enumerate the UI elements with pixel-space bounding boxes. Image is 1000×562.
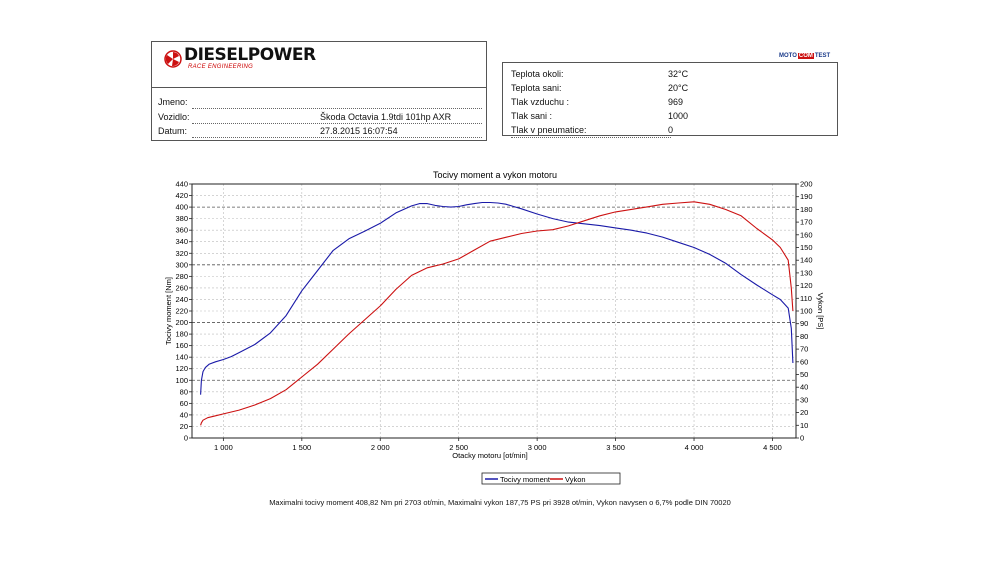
y-right-tick-label: 10 — [800, 421, 808, 430]
condition-value: 969 — [668, 97, 684, 107]
condition-label: Teplota okoli: — [511, 69, 564, 79]
tlak-dotline — [511, 137, 671, 138]
y-right-tick-label: 200 — [800, 180, 813, 189]
legend: Tocivy moment Vykon — [481, 472, 621, 485]
y-right-tick-label: 170 — [800, 218, 813, 227]
x-axis-label: Otacky motoru [ot/min] — [452, 451, 527, 460]
tick-layer: 0204060801001201401601802002202402602803… — [175, 180, 812, 453]
y-right-tick-label: 70 — [800, 345, 808, 354]
vozidlo-value: Škoda Octavia 1.9tdi 101hp AXR — [320, 112, 452, 122]
condition-label: Tlak v pneumatice: — [511, 125, 587, 135]
y-left-tick-label: 240 — [175, 295, 188, 304]
y-left-tick-label: 300 — [175, 260, 188, 269]
y-left-tick-label: 400 — [175, 203, 188, 212]
y-left-tick-label: 280 — [175, 272, 188, 281]
condition-value: 0 — [668, 125, 674, 135]
badge-part-moto: MOTO — [779, 53, 797, 59]
x-tick-label: 1 000 — [214, 443, 233, 452]
chart-title: Tocivy moment a vykon motoru — [433, 170, 557, 180]
y-right-tick-label: 190 — [800, 192, 813, 201]
y-left-tick-label: 360 — [175, 226, 188, 235]
y-left-tick-label: 80 — [180, 387, 188, 396]
y-right-tick-label: 90 — [800, 319, 808, 328]
torque-curve — [200, 201, 794, 395]
condition-value: 32°C — [668, 69, 689, 79]
vehicle-info-box: Jmeno: Vozidlo: Škoda Octavia 1.9tdi 101… — [151, 87, 487, 141]
brand-subtitle: RACE ENGINEERING — [188, 64, 254, 70]
y-left-tick-label: 420 — [175, 191, 188, 200]
x-tick-label: 4 000 — [685, 443, 704, 452]
y-left-tick-label: 40 — [180, 410, 188, 419]
x-tick-label: 2 000 — [371, 443, 390, 452]
y-right-tick-label: 100 — [800, 307, 813, 316]
y-right-tick-label: 180 — [800, 205, 813, 214]
y-left-tick-label: 320 — [175, 249, 188, 258]
y-left-tick-label: 380 — [175, 214, 188, 223]
y-right-tick-label: 80 — [800, 332, 808, 341]
x-tick-label: 1 500 — [292, 443, 311, 452]
x-tick-label: 2 500 — [449, 443, 468, 452]
y-right-tick-label: 120 — [800, 281, 813, 290]
grid-layer — [192, 183, 796, 439]
condition-value: 1000 — [668, 111, 689, 121]
series-layer — [200, 201, 794, 426]
y-right-tick-label: 130 — [800, 268, 813, 277]
motocom-badge: MOTO COM TEST — [778, 53, 831, 59]
brand-name: DIESELPOWER — [184, 45, 316, 65]
y-left-tick-label: 100 — [175, 376, 188, 385]
datum-dotline — [192, 137, 482, 138]
datum-value: 27.8.2015 16:07:54 — [320, 126, 398, 136]
y-left-tick-label: 180 — [175, 330, 188, 339]
y-right-tick-label: 30 — [800, 395, 808, 404]
x-tick-label: 3 000 — [528, 443, 547, 452]
condition-label: Tlak vzduchu : — [511, 97, 570, 107]
jmeno-label: Jmeno: — [158, 97, 188, 107]
condition-label: Teplota sani: — [511, 83, 562, 93]
y-left-tick-label: 20 — [180, 422, 188, 431]
y-left-tick-label: 220 — [175, 307, 188, 316]
x-tick-label: 3 500 — [606, 443, 625, 452]
y-left-tick-label: 0 — [184, 434, 188, 443]
y-left-tick-label: 120 — [175, 364, 188, 373]
y-right-tick-label: 160 — [800, 230, 813, 239]
badge-part-com: COM — [797, 53, 814, 59]
logo-box: DIESELPOWER RACE ENGINEERING — [151, 41, 487, 89]
condition-label: Tlak sani : — [511, 111, 553, 121]
y-right-tick-label: 50 — [800, 370, 808, 379]
conditions-box: Teplota okoli: 32°C Teplota sani: 20°C T… — [502, 62, 838, 138]
legend-label-power: Vykon — [565, 475, 586, 484]
y-right-tick-label: 60 — [800, 357, 808, 366]
vozidlo-label: Vozidlo: — [158, 112, 190, 122]
y-left-tick-label: 140 — [175, 353, 188, 362]
y-left-tick-label: 160 — [175, 341, 188, 350]
condition-value: 20°C — [668, 83, 689, 93]
y-left-tick-label: 200 — [175, 318, 188, 327]
jmeno-dotline — [192, 108, 482, 109]
summary-footer: Maximalni tocivy moment 408,82 Nm pri 27… — [269, 498, 731, 507]
legend-label-torque: Tocivy moment — [500, 475, 551, 484]
dieselpower-logo-icon — [164, 50, 182, 68]
badge-part-test: TEST — [814, 53, 831, 59]
y-left-tick-label: 340 — [175, 237, 188, 246]
power-curve — [200, 201, 794, 426]
y-axis-right-label: Vykon [PS] — [816, 293, 825, 330]
y-right-tick-label: 40 — [800, 383, 808, 392]
vozidlo-dotline — [192, 123, 482, 124]
y-right-tick-label: 110 — [800, 294, 812, 303]
y-right-tick-label: 20 — [800, 408, 808, 417]
y-right-tick-label: 140 — [800, 256, 813, 265]
x-tick-label: 4 500 — [763, 443, 782, 452]
y-right-tick-label: 150 — [800, 243, 813, 252]
y-axis-left-label: Tocivy moment [Nm] — [164, 277, 173, 345]
datum-label: Datum: — [158, 126, 188, 136]
y-right-tick-label: 0 — [800, 434, 804, 443]
y-left-tick-label: 60 — [180, 399, 188, 408]
y-left-tick-label: 260 — [175, 283, 188, 292]
y-left-tick-label: 440 — [175, 180, 188, 189]
